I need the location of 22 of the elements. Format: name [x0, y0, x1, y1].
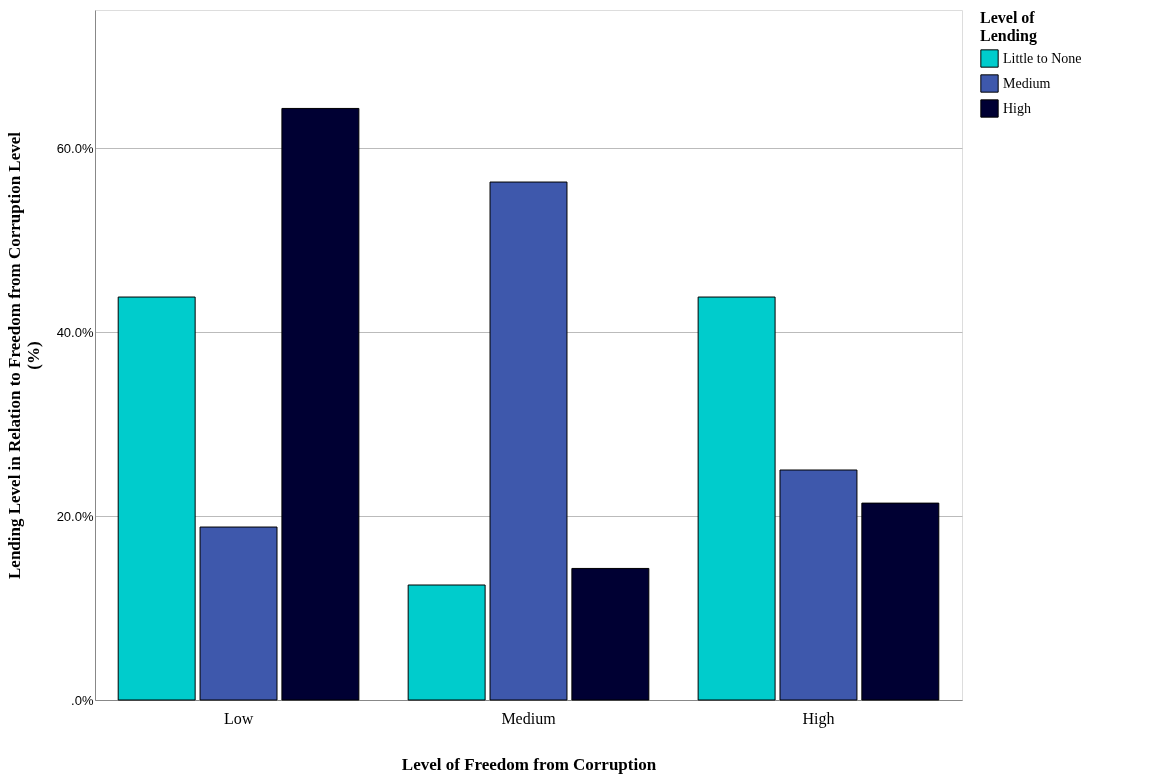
y-tick-label: .0%: [71, 692, 94, 708]
legend-label: High: [1003, 100, 1031, 116]
y-tick-label: 20.0%: [56, 508, 94, 524]
legend-label: Little to None: [1003, 50, 1082, 66]
legend-title: Level of Lending: [980, 9, 1037, 45]
y-tick-label: 60.0%: [56, 140, 94, 156]
bar: [407, 584, 486, 701]
bar: [697, 296, 776, 701]
y-tick-label: 40.0%: [56, 324, 94, 340]
bar: [489, 181, 568, 701]
x-tick-label: High: [802, 709, 835, 728]
x-axis-title: Level of Freedom from Corruption: [401, 754, 657, 774]
x-tick-label: Low: [223, 709, 254, 727]
bar: [779, 469, 858, 701]
bar: [571, 567, 650, 701]
legend-label: Medium: [1003, 75, 1051, 91]
bar: [199, 526, 278, 701]
x-tick-label: Medium: [501, 709, 557, 727]
y-axis-title: Lending Level in Relation to Freedom from Corruption Level (%): [4, 131, 43, 580]
bar: [861, 502, 940, 701]
bar: [117, 296, 196, 701]
bar: [281, 107, 360, 701]
